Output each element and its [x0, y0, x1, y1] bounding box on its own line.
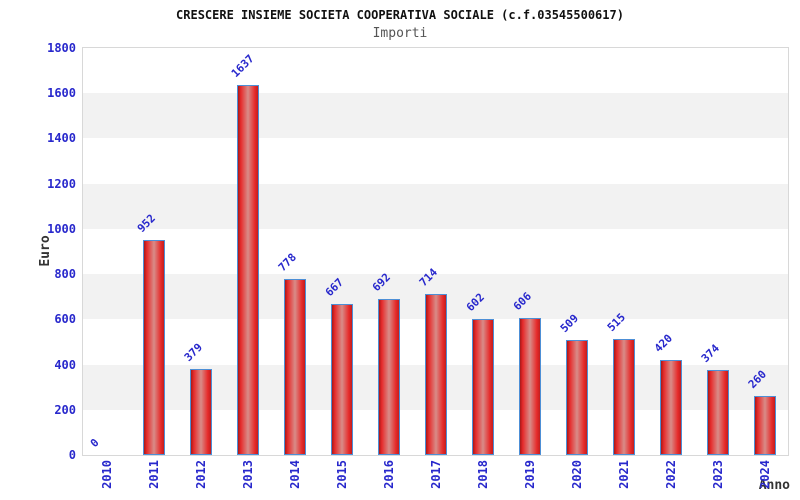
- y-tick-label: 200: [54, 402, 76, 417]
- bar-2017: [424, 293, 447, 455]
- grid-band-gray: [83, 93, 788, 139]
- x-tick-label: 2017: [428, 460, 443, 489]
- x-tick-label: 2013: [240, 460, 255, 489]
- bar-2021: [612, 338, 635, 455]
- bar-2015: [330, 304, 353, 455]
- y-tick-label: 400: [54, 357, 76, 372]
- grid-band-white: [83, 229, 788, 274]
- x-axis-label: Anno: [758, 478, 790, 493]
- bar-2012: [189, 369, 212, 455]
- y-tick-label: 1200: [47, 176, 76, 191]
- bar-2023: [706, 370, 729, 455]
- x-tick-label: 2014: [287, 460, 302, 489]
- x-tick-label: 2019: [522, 460, 537, 489]
- y-tick-label: 1000: [47, 221, 76, 236]
- x-tick-label: 2012: [193, 460, 208, 489]
- bar-2018: [471, 318, 494, 455]
- x-tick-label: 2015: [334, 460, 349, 489]
- grid-band-white: [83, 138, 788, 183]
- bar-2024: [753, 396, 776, 455]
- x-tick-label: 2010: [99, 460, 114, 489]
- grid-band-gray: [83, 183, 788, 229]
- x-tick-label: 2020: [569, 460, 584, 489]
- y-tick-label: 0: [68, 448, 76, 462]
- chart-subtitle: Importi: [372, 26, 428, 41]
- bar-2022: [659, 360, 682, 455]
- bar-2019: [518, 317, 541, 455]
- y-tick-label: 1600: [47, 86, 76, 101]
- x-tick-label: 2011: [146, 460, 161, 489]
- x-tick-label: 2016: [381, 460, 396, 489]
- x-tick-label: 2024: [757, 460, 772, 489]
- x-tick-label: 2021: [616, 460, 631, 489]
- grid-band-white: [83, 48, 788, 93]
- x-tick-label: 2023: [710, 460, 725, 489]
- plot-area: [82, 47, 789, 456]
- x-tick-label: 2022: [663, 460, 678, 489]
- y-tick-label: 600: [54, 312, 76, 327]
- bar-2020: [565, 339, 588, 455]
- x-tick-label: 2018: [475, 460, 490, 489]
- bar-2014: [283, 279, 306, 455]
- bar-2013: [236, 84, 259, 455]
- y-tick-label: 1400: [47, 131, 76, 146]
- bar-2011: [142, 239, 165, 455]
- chart-title: CRESCERE INSIEME SOCIETA COOPERATIVA SOC…: [176, 8, 624, 22]
- bar-2016: [377, 298, 400, 455]
- y-tick-label: 800: [54, 267, 76, 282]
- y-tick-label: 1800: [47, 41, 76, 55]
